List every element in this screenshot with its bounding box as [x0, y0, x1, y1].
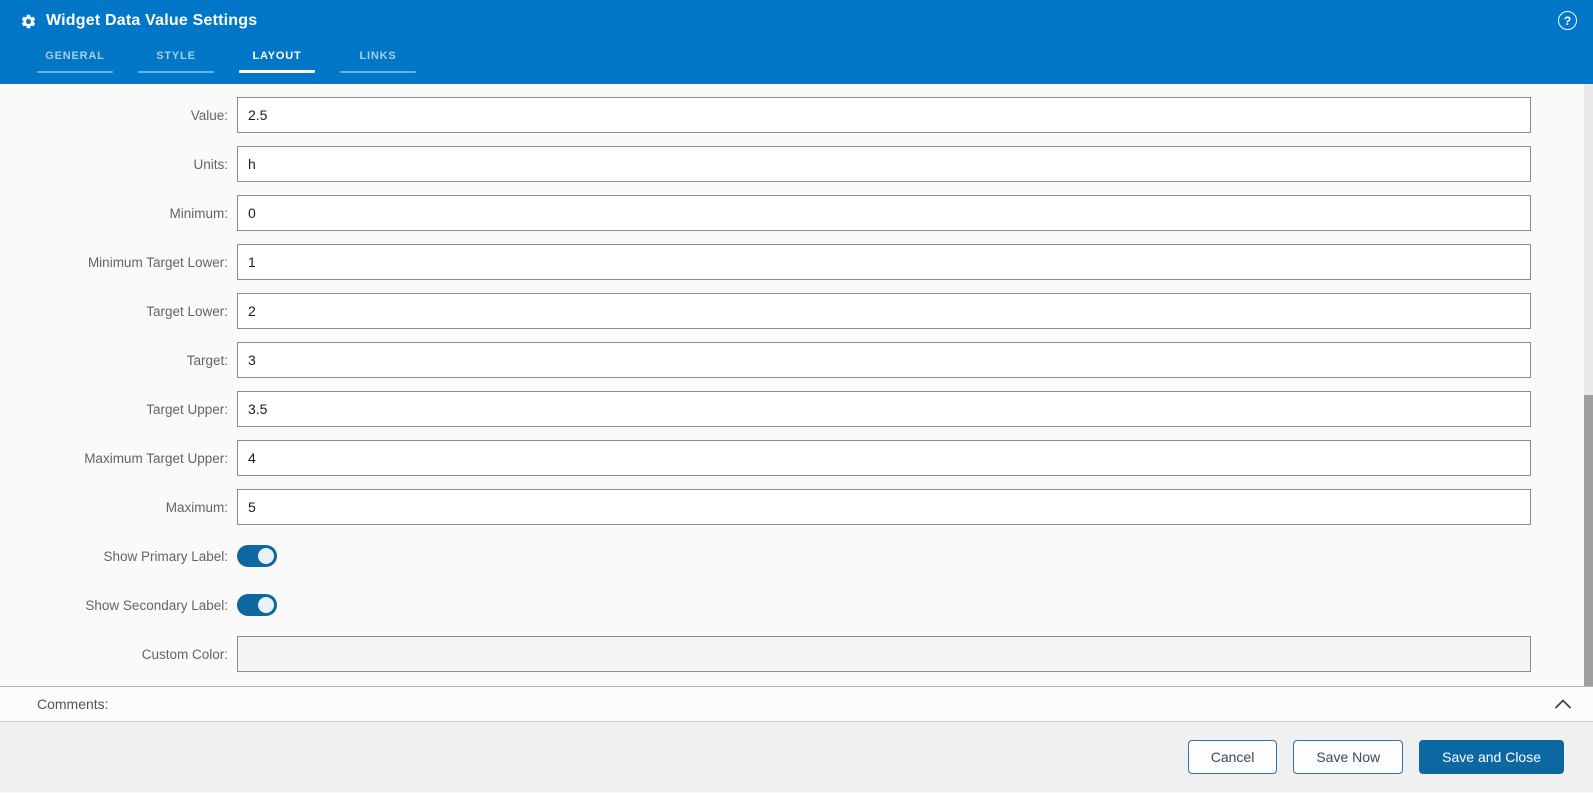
minimum-input[interactable] [237, 195, 1531, 231]
form-row: Target Upper: [0, 391, 1593, 427]
maximum-target-upper-label: Maximum Target Upper: [84, 450, 228, 466]
dialog-title: Widget Data Value Settings [46, 12, 258, 29]
value-label: Value: [190, 107, 228, 123]
dialog-header: Widget Data Value Settings ? GENERAL STY… [0, 0, 1593, 84]
target-upper-input[interactable] [237, 391, 1531, 427]
title-row: Widget Data Value Settings ? [0, 0, 1593, 42]
maximum-input[interactable] [237, 489, 1531, 525]
scrollbar-thumb[interactable] [1584, 395, 1593, 686]
toggle-knob [258, 548, 274, 564]
chevron-up-icon[interactable] [1553, 697, 1573, 711]
custom-color-input[interactable] [237, 636, 1531, 672]
field-control [237, 342, 1531, 378]
dialog-footer: Cancel Save Now Save and Close [0, 722, 1593, 792]
field-control [237, 538, 1531, 574]
minimum-target-lower-label: Minimum Target Lower: [87, 254, 228, 270]
tab-links[interactable]: LINKS [340, 48, 416, 73]
form-rows: Value: Units: Minimum: Minimum Target Lo… [0, 97, 1593, 672]
minimum-label: Minimum: [169, 205, 228, 221]
form-row: Maximum Target Upper: [0, 440, 1593, 476]
comments-label: Comments: [37, 696, 109, 712]
maximum-target-upper-input[interactable] [237, 440, 1531, 476]
form-row: Custom Color: [0, 636, 1593, 672]
custom-color-label: Custom Color: [141, 646, 228, 662]
target-lower-input[interactable] [237, 293, 1531, 329]
tab-bar: GENERAL STYLE LAYOUT LINKS [0, 42, 1593, 73]
minimum-target-lower-input[interactable] [237, 244, 1531, 280]
target-label: Target: [186, 352, 228, 368]
target-lower-label: Target Lower: [146, 303, 228, 319]
form-row: Minimum: [0, 195, 1593, 231]
save-now-button[interactable]: Save Now [1293, 740, 1404, 774]
field-control [237, 97, 1531, 133]
toggle-knob [258, 597, 274, 613]
help-icon[interactable]: ? [1558, 11, 1577, 30]
field-control [237, 587, 1531, 623]
save-and-close-button[interactable]: Save and Close [1419, 740, 1564, 774]
tab-label: GENERAL [45, 50, 105, 62]
value-input[interactable] [237, 97, 1531, 133]
show-primary-label-label: Show Primary Label: [103, 548, 228, 564]
field-control [237, 293, 1531, 329]
form-row: Minimum Target Lower: [0, 244, 1593, 280]
maximum-label: Maximum: [165, 499, 228, 515]
show-secondary-label-toggle[interactable] [237, 594, 277, 616]
field-control [237, 391, 1531, 427]
field-control [237, 146, 1531, 182]
form-row: Units: [0, 146, 1593, 182]
target-input[interactable] [237, 342, 1531, 378]
tab-layout[interactable]: LAYOUT [239, 48, 315, 73]
field-control [237, 636, 1531, 672]
field-control [237, 244, 1531, 280]
gear-icon [20, 13, 37, 30]
field-control [237, 440, 1531, 476]
cancel-button[interactable]: Cancel [1187, 740, 1278, 774]
tab-general[interactable]: GENERAL [37, 48, 113, 73]
layout-tab-panel: Value: Units: Minimum: Minimum Target Lo… [0, 84, 1593, 686]
tab-label: LINKS [359, 50, 397, 62]
field-control [237, 195, 1531, 231]
tab-label: STYLE [156, 50, 196, 62]
form-row: Target Lower: [0, 293, 1593, 329]
units-label: Units: [193, 156, 228, 172]
show-primary-label-toggle[interactable] [237, 545, 277, 567]
target-upper-label: Target Upper: [146, 401, 228, 417]
comments-section-header[interactable]: Comments: [0, 686, 1593, 722]
form-row: Show Secondary Label: [0, 587, 1593, 623]
tab-underline [37, 71, 113, 73]
tab-style[interactable]: STYLE [138, 48, 214, 73]
vertical-scrollbar[interactable] [1584, 84, 1593, 686]
tab-label: LAYOUT [252, 50, 302, 62]
field-control [237, 489, 1531, 525]
tab-underline [340, 71, 416, 73]
units-input[interactable] [237, 146, 1531, 182]
show-secondary-label-label: Show Secondary Label: [85, 597, 228, 613]
tab-underline [138, 71, 214, 73]
form-row: Show Primary Label: [0, 538, 1593, 574]
form-row: Maximum: [0, 489, 1593, 525]
tab-underline [239, 70, 315, 73]
form-row: Target: [0, 342, 1593, 378]
form-row: Value: [0, 97, 1593, 133]
